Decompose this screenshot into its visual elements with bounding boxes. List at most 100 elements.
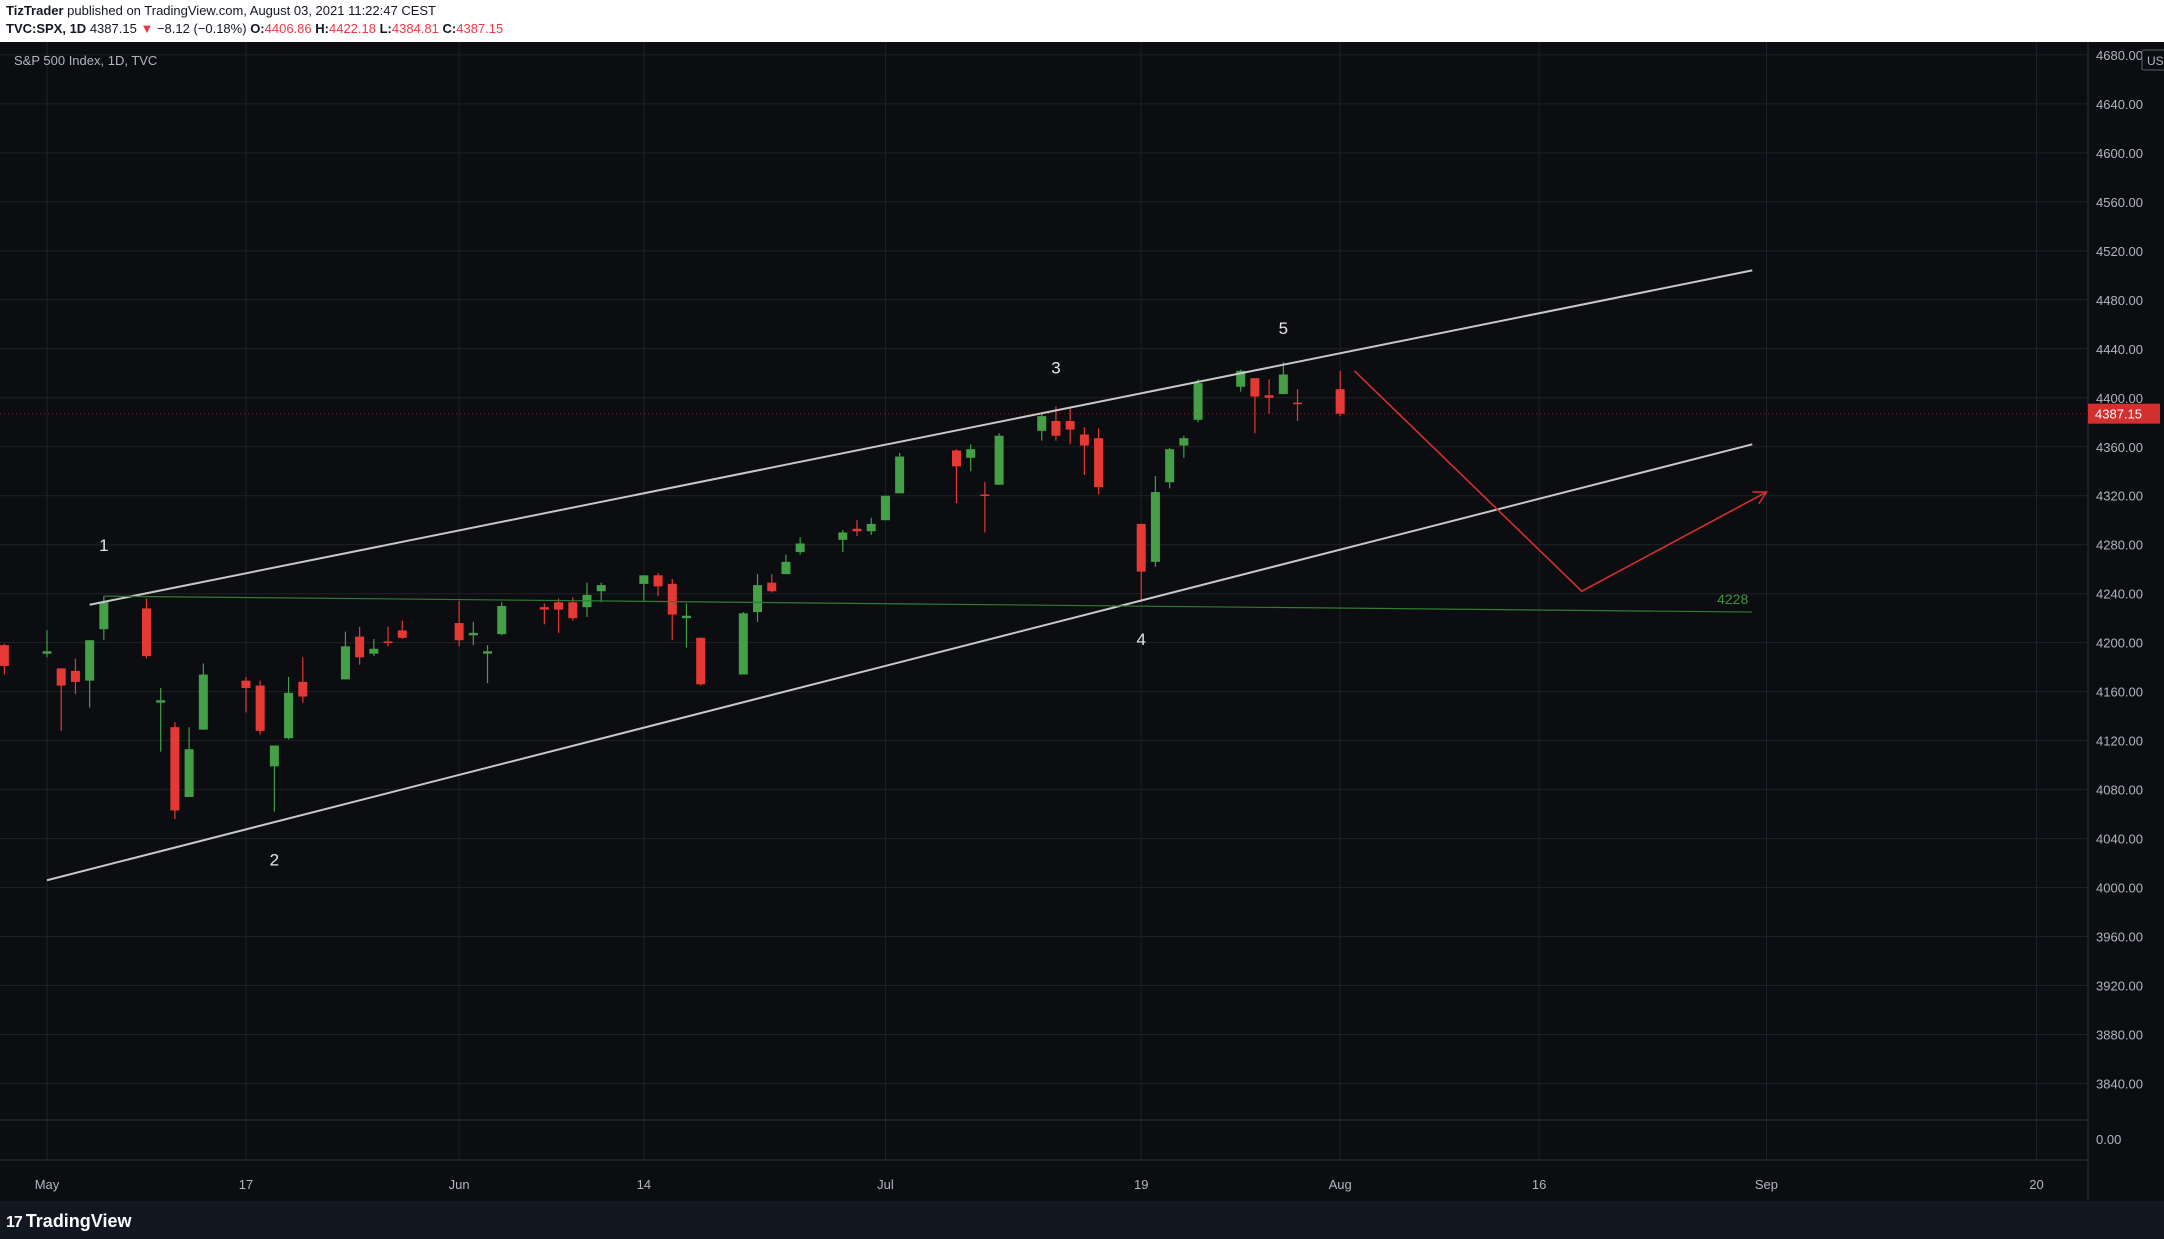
high-value: 4422.18 bbox=[328, 21, 376, 36]
candle bbox=[696, 637, 706, 686]
time-tick-label: 20 bbox=[2029, 1177, 2043, 1192]
candle-body bbox=[1278, 374, 1288, 395]
candle-body bbox=[1335, 389, 1345, 414]
candle-body bbox=[269, 745, 279, 767]
time-tick-label: May bbox=[35, 1177, 60, 1192]
candle bbox=[497, 602, 507, 636]
candle bbox=[781, 554, 791, 575]
candle-body bbox=[454, 623, 464, 641]
price-tick-label: 4080.00 bbox=[2096, 783, 2143, 798]
chart-background bbox=[0, 42, 2164, 1201]
candle bbox=[1193, 379, 1203, 423]
candle bbox=[980, 482, 990, 533]
wave-label: 1 bbox=[99, 536, 108, 555]
price-tick-label: 4280.00 bbox=[2096, 538, 2143, 553]
candle-body bbox=[241, 680, 251, 688]
candle bbox=[738, 612, 748, 675]
candle-body bbox=[298, 681, 308, 697]
candle-body bbox=[838, 532, 848, 540]
price-tick-label: 4440.00 bbox=[2096, 342, 2143, 357]
close-value: 4387.15 bbox=[456, 21, 504, 36]
tradingview-logo-icon: 17 bbox=[6, 1214, 23, 1231]
time-axis[interactable]: May17Jun14Jul19Aug16Sep20Oct18Nov15Dec13 bbox=[35, 1177, 2164, 1192]
publisher-name[interactable]: TizTrader bbox=[6, 3, 64, 18]
candle-body bbox=[1037, 416, 1047, 431]
candle bbox=[838, 530, 848, 553]
candle-body bbox=[468, 632, 478, 636]
candle-body bbox=[141, 608, 151, 657]
candle bbox=[1335, 370, 1345, 417]
candle-body bbox=[1250, 378, 1260, 397]
series-legend[interactable]: S&P 500 Index, 1D, TVC bbox=[14, 53, 157, 68]
time-tick-label: 14 bbox=[637, 1177, 651, 1192]
candle bbox=[1179, 435, 1189, 458]
candle bbox=[852, 520, 862, 537]
channel-upper-line bbox=[89, 269, 1753, 606]
candle bbox=[397, 620, 407, 640]
currency-badge[interactable]: USD bbox=[2141, 49, 2164, 71]
price-axis[interactable]: 4680.00 4640.00 4600.00 4560.00 4520.00 4480.… bbox=[2096, 48, 2143, 1147]
candle-body bbox=[880, 495, 890, 521]
candle bbox=[269, 745, 279, 812]
price-tick-label: 4040.00 bbox=[2096, 832, 2143, 847]
price-tick-label: 4120.00 bbox=[2096, 734, 2143, 749]
projection-path bbox=[1353, 370, 1767, 593]
candle-body bbox=[639, 575, 649, 584]
candle bbox=[1165, 447, 1175, 489]
price-tick-label: 4000.00 bbox=[2096, 881, 2143, 896]
price-tick-label: 3880.00 bbox=[2096, 1028, 2143, 1043]
candle bbox=[1293, 389, 1303, 422]
price-tick-label: 4680.00 bbox=[2096, 48, 2143, 63]
candle-body bbox=[951, 450, 961, 467]
time-tick-label: 19 bbox=[1134, 1177, 1148, 1192]
tradingview-logo-text: TradingView bbox=[25, 1211, 132, 1231]
candle bbox=[880, 495, 890, 521]
candle bbox=[1136, 523, 1146, 603]
price-change: −8.12 (−0.18%) bbox=[156, 21, 247, 36]
candle-body bbox=[966, 449, 976, 458]
drawings: 4228 1 2 3 4 5 bbox=[0, 269, 2088, 882]
candle-body bbox=[483, 651, 493, 654]
price-tick-label: 4560.00 bbox=[2096, 195, 2143, 210]
tradingview-logo[interactable]: 17 TradingView bbox=[6, 1211, 132, 1232]
candle-body bbox=[397, 630, 407, 638]
price-tick-label: 4200.00 bbox=[2096, 636, 2143, 651]
candle-body bbox=[994, 435, 1004, 485]
price-tick-label: 4320.00 bbox=[2096, 489, 2143, 504]
candle-body bbox=[738, 613, 748, 675]
candle bbox=[639, 575, 649, 602]
indicator-zero-label: 0.00 bbox=[2096, 1132, 2121, 1147]
candle-body bbox=[866, 523, 876, 532]
high-label: H: bbox=[315, 21, 329, 36]
candle-body bbox=[99, 602, 109, 630]
candle-body bbox=[0, 645, 9, 666]
candle-body bbox=[753, 585, 763, 613]
published-text: published on TradingView.com, August 03,… bbox=[63, 3, 436, 18]
candle-body bbox=[980, 494, 990, 497]
wave-label: 2 bbox=[270, 851, 279, 870]
candle bbox=[0, 643, 9, 675]
price-tick-label: 4640.00 bbox=[2096, 97, 2143, 112]
price-tick-label: 4240.00 bbox=[2096, 587, 2143, 602]
candle bbox=[241, 676, 251, 713]
candle bbox=[795, 537, 805, 555]
level-line-label: 4228 bbox=[1717, 591, 1748, 607]
symbol-label: TVC:SPX, 1D bbox=[6, 21, 87, 36]
candle-body bbox=[255, 685, 265, 731]
candle-body bbox=[667, 583, 677, 615]
ohlc-bar: TVC:SPX, 1D 4387.15 ▼ −8.12 (−0.18%) O:4… bbox=[6, 21, 503, 36]
candle bbox=[866, 517, 876, 535]
candle bbox=[681, 603, 691, 648]
candle bbox=[1150, 476, 1160, 567]
candle-body bbox=[1236, 370, 1246, 387]
candle bbox=[184, 727, 194, 797]
candle-body bbox=[1136, 523, 1146, 572]
candle-body bbox=[1165, 449, 1175, 483]
publish-info: TizTrader published on TradingView.com, … bbox=[6, 3, 436, 18]
price-tick-label: 4400.00 bbox=[2096, 391, 2143, 406]
price-chart[interactable]: 4228 1 2 3 4 5 4680.00 4640.00 4600.00 4560.00 45… bbox=[0, 42, 2164, 1201]
candle bbox=[653, 572, 663, 597]
down-arrow-icon: ▼ bbox=[140, 21, 154, 36]
candles bbox=[0, 362, 1345, 820]
candle-body bbox=[42, 651, 52, 654]
